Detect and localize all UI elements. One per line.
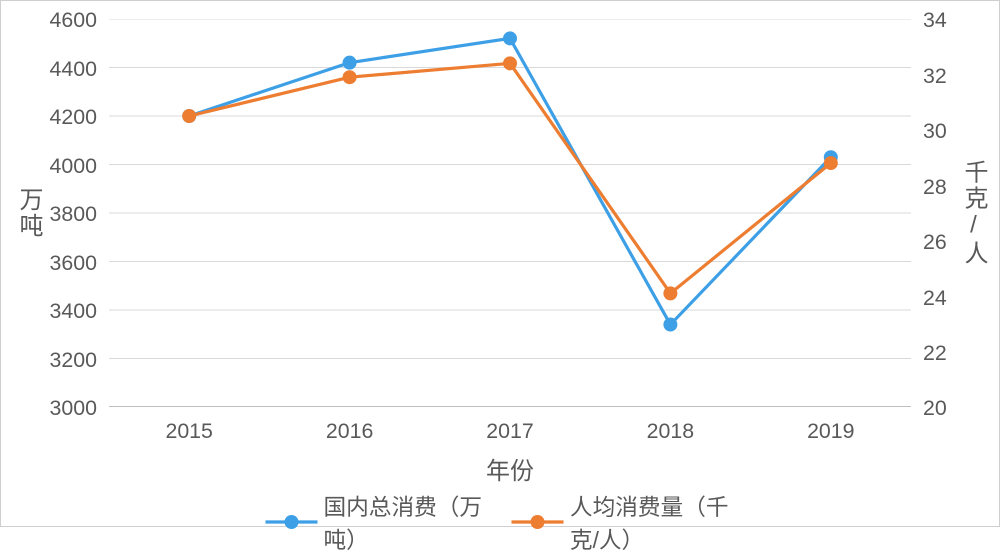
legend-swatch-icon xyxy=(266,513,318,531)
legend-label: 人均消费量（千克/人） xyxy=(570,489,755,555)
x-tick-label: 2019 xyxy=(807,419,854,444)
y-right-tick-label: 30 xyxy=(923,119,947,144)
y-right-tick-label: 32 xyxy=(923,64,947,89)
y-left-tick-label: 3800 xyxy=(50,202,97,227)
y-left-tick-label: 4200 xyxy=(50,105,97,130)
y-left-tick-label: 3400 xyxy=(50,299,97,324)
y-left-axis-title: 万吨 xyxy=(11,187,46,239)
x-tick-label: 2018 xyxy=(647,419,694,444)
y-right-axis-title: 千克/人 xyxy=(956,160,991,267)
y-left-tick-label: 4600 xyxy=(50,8,97,33)
y-left-tick-label: 4400 xyxy=(50,57,97,82)
y-left-tick-label: 3200 xyxy=(50,348,97,373)
legend-item-series-0: 国内总消费（万吨） xyxy=(266,489,484,555)
chart-legend: 国内总消费（万吨） 人均消费量（千克/人） xyxy=(266,489,755,555)
x-axis-title: 年份 xyxy=(486,451,534,486)
chart-container: 4600 4400 4200 4000 3800 3600 3400 3200 … xyxy=(0,0,1000,527)
x-tick-label: 2016 xyxy=(326,419,373,444)
y-right-tick-label: 26 xyxy=(923,230,947,255)
y-right-tick-label: 24 xyxy=(923,286,947,311)
y-left-tick-label: 3600 xyxy=(50,251,97,276)
y-right-tick-label: 34 xyxy=(923,8,947,33)
legend-item-series-1: 人均消费量（千克/人） xyxy=(512,489,755,555)
y-left-tick-label: 3000 xyxy=(50,396,97,421)
y-right-tick-label: 22 xyxy=(923,341,947,366)
legend-swatch-icon xyxy=(512,513,564,531)
y-left-tick-label: 4000 xyxy=(50,154,97,179)
legend-label: 国内总消费（万吨） xyxy=(324,489,484,555)
x-tick-label: 2017 xyxy=(486,419,533,444)
y-right-tick-label: 20 xyxy=(923,396,947,421)
x-tick-label: 2015 xyxy=(165,419,212,444)
y-right-tick-label: 28 xyxy=(923,175,947,200)
chart-plot xyxy=(109,19,911,407)
